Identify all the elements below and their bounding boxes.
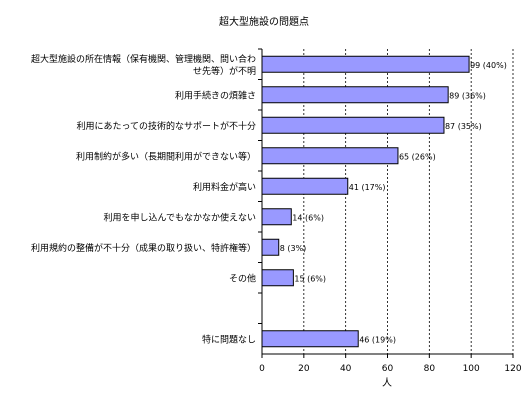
x-tick-label: 60 [382, 364, 394, 374]
bar [261, 269, 294, 287]
data-label: 65 (26%) [399, 152, 436, 161]
x-tick-label: 100 [463, 364, 480, 374]
category-label: 利用にあたっての技術的なサポートが不十分 [76, 120, 256, 132]
data-label: 87 (35%) [445, 122, 482, 131]
data-label: 99 (40%) [470, 61, 507, 70]
bar [261, 330, 359, 348]
bar [261, 55, 470, 73]
data-label: 46 (19%) [359, 335, 396, 344]
data-label: 14 (6%) [292, 213, 324, 222]
data-label: 89 (36%) [449, 91, 486, 100]
category-label: せ先等）が不明 [193, 65, 256, 77]
bar [261, 208, 292, 226]
data-label: 8 (3%) [280, 244, 307, 253]
category-label: 利用規約の整備が不十分（成果の取り扱い、特許権等） [31, 242, 256, 254]
bar [261, 238, 280, 256]
data-label: 15 (6%) [294, 274, 326, 283]
bar [261, 147, 399, 165]
bar [261, 116, 445, 134]
chart-title: 超大型施設の問題点 [219, 15, 309, 28]
category-label: 利用手続きの煩雑さ [175, 89, 256, 101]
x-tick-label: 20 [298, 364, 310, 374]
category-label: 利用料金が高い [193, 181, 256, 193]
x-tick-label: 120 [504, 364, 521, 374]
category-label: 超大型施設の所在情報（保有機関、管理機関、問い合わ [31, 53, 256, 65]
category-label: 利用制約が多い（長期間利用ができない等） [76, 150, 256, 162]
category-label: 利用を申し込んでもなかなか使えない [103, 211, 256, 223]
x-tick-label: 40 [340, 364, 352, 374]
bar [261, 86, 449, 104]
x-tick-label: 80 [424, 364, 436, 374]
x-tick-label: 0 [259, 364, 265, 374]
category-label: 特に問題なし [202, 333, 256, 345]
x-axis-label: 人 [382, 377, 392, 389]
category-label: その他 [229, 272, 256, 284]
data-label: 41 (17%) [349, 183, 386, 192]
bar [261, 177, 349, 195]
